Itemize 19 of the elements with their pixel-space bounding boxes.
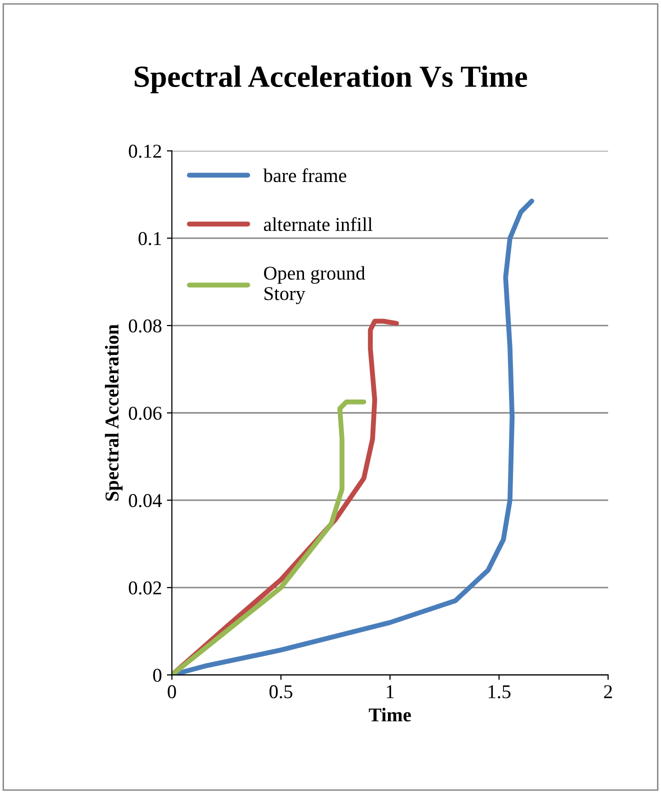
y-axis-title: Spectral Acceleration (104, 324, 123, 501)
y-tick-label: 0.04 (128, 494, 162, 508)
legend-label: alternate infill (264, 217, 372, 232)
y-tick-label: 0.02 (128, 581, 162, 595)
x-tick-label: 1 (386, 685, 394, 698)
x-axis-title: Time (368, 708, 411, 722)
y-tick-label: 0 (153, 668, 162, 682)
x-tick-label: 0.5 (270, 685, 292, 698)
legend-label: Open ground Story (264, 266, 366, 304)
y-tick-label: 0.1 (138, 232, 161, 246)
y-tick-label: 0.12 (128, 144, 162, 158)
y-tick-label: 0.08 (128, 319, 162, 333)
line-series (172, 400, 366, 675)
x-tick-label: 2 (604, 685, 612, 698)
y-tick-label: 0.06 (128, 406, 162, 420)
chart-title: Spectral Acceleration Vs Time (134, 66, 528, 94)
x-tick-label: 1.5 (488, 685, 510, 698)
x-tick-label: 0 (168, 685, 176, 698)
legend-label: bare frame (263, 168, 346, 182)
